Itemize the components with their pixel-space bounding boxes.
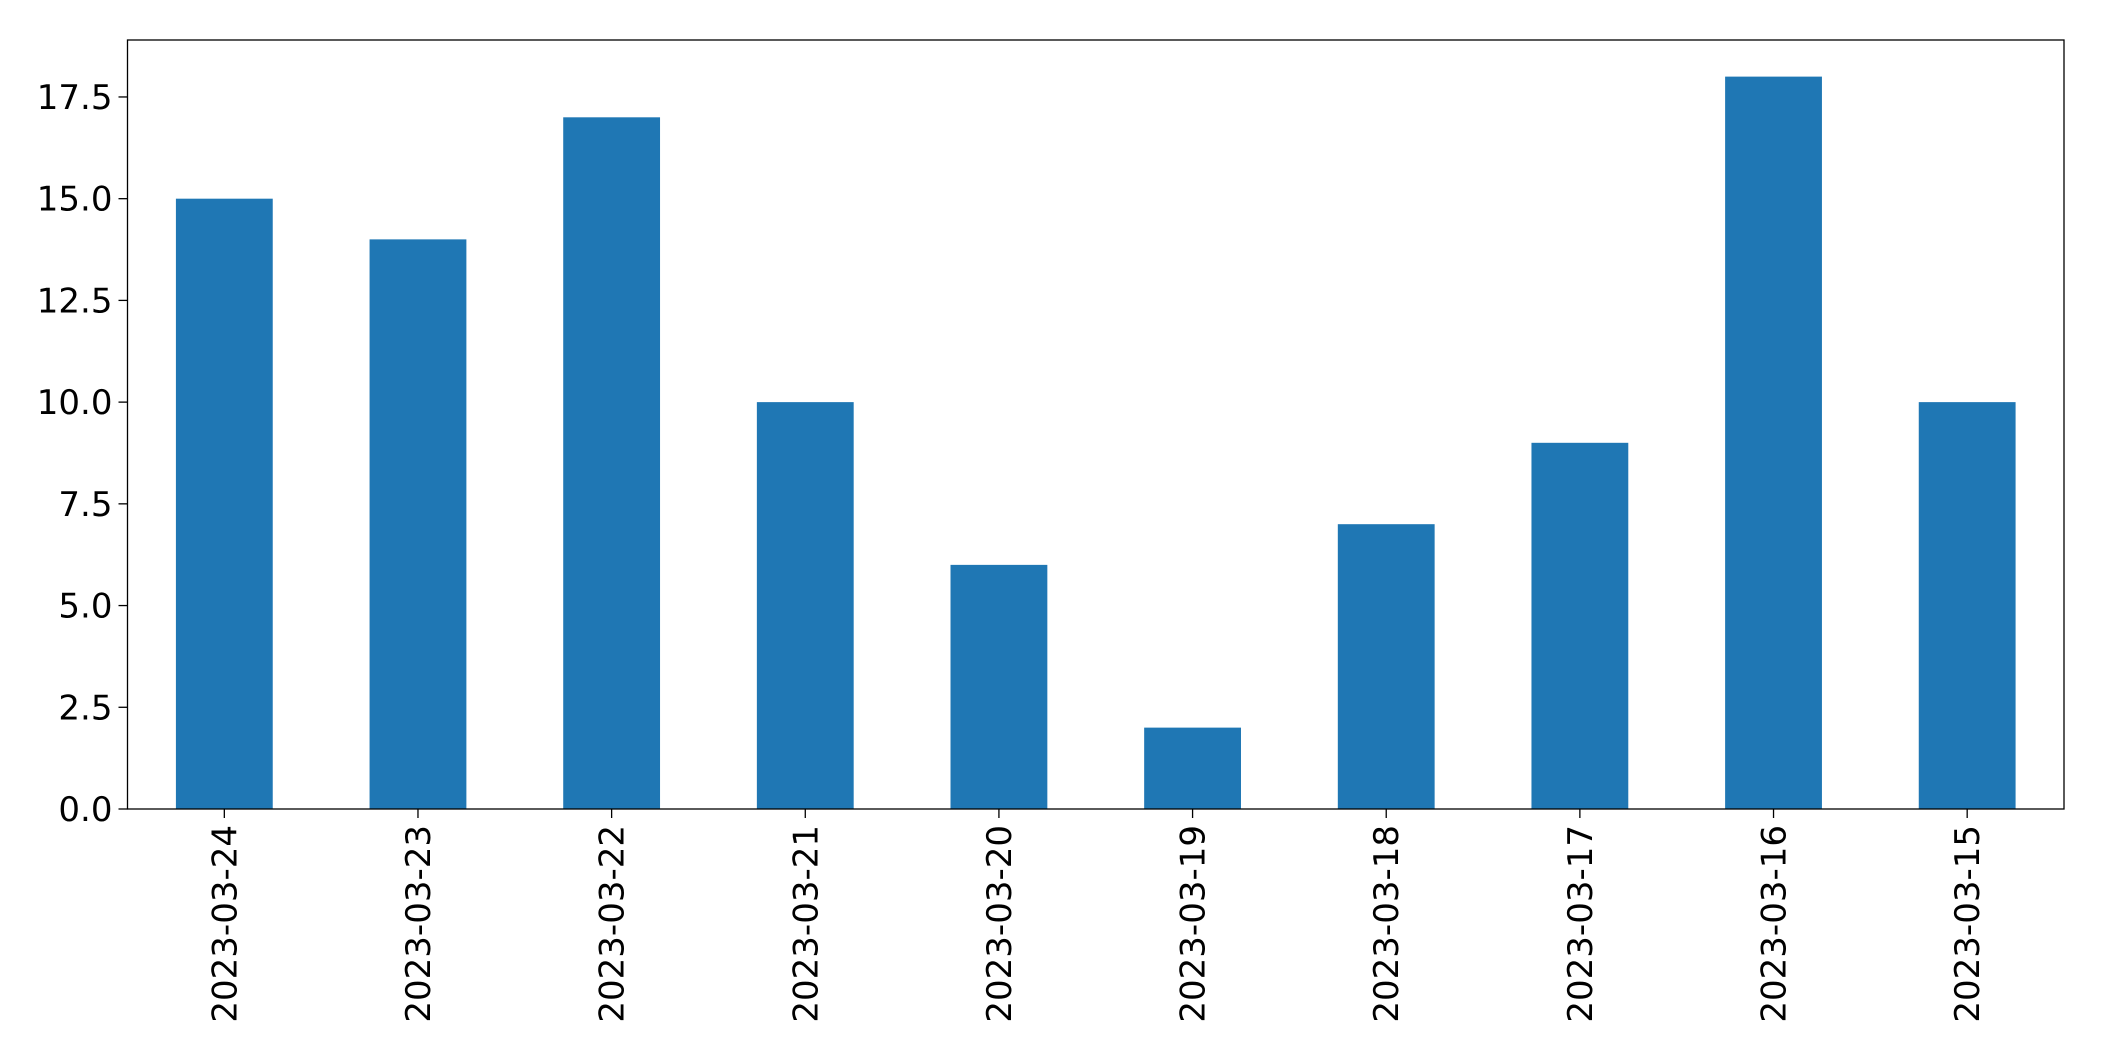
bar: [1725, 76, 1822, 810]
x-tick-label: 2023-03-15: [1948, 825, 1988, 1023]
bar: [1144, 727, 1241, 809]
bar: [950, 564, 1048, 809]
bar: [1337, 524, 1435, 809]
y-tick-label: 5.0: [58, 587, 112, 627]
bar: [175, 198, 273, 809]
x-tick-label: 2023-03-17: [1561, 825, 1601, 1023]
y-tick-label: 0.0: [58, 790, 112, 830]
bar: [369, 239, 467, 810]
bar: [563, 117, 661, 809]
y-tick-label: 15.0: [37, 180, 113, 220]
x-tick-label: 2023-03-23: [399, 825, 439, 1023]
bar: [1918, 402, 2016, 809]
y-tick-label: 17.5: [37, 78, 113, 118]
y-tick-label: 2.5: [58, 688, 112, 728]
x-tick-label: 2023-03-22: [593, 825, 633, 1023]
y-tick-label: 7.5: [58, 485, 112, 525]
plot-frame: [126, 39, 2065, 810]
x-tick-label: 2023-03-20: [980, 825, 1020, 1023]
y-tick-label: 10.0: [37, 383, 113, 423]
x-tick-label: 2023-03-24: [205, 825, 245, 1023]
y-tick-label: 12.5: [37, 281, 113, 321]
bar: [756, 402, 854, 809]
x-tick-label: 2023-03-21: [786, 825, 826, 1023]
x-tick-label: 2023-03-18: [1367, 825, 1407, 1023]
x-tick-label: 2023-03-19: [1174, 825, 1214, 1023]
bar: [1531, 442, 1629, 809]
x-tick-label: 2023-03-16: [1755, 825, 1795, 1023]
